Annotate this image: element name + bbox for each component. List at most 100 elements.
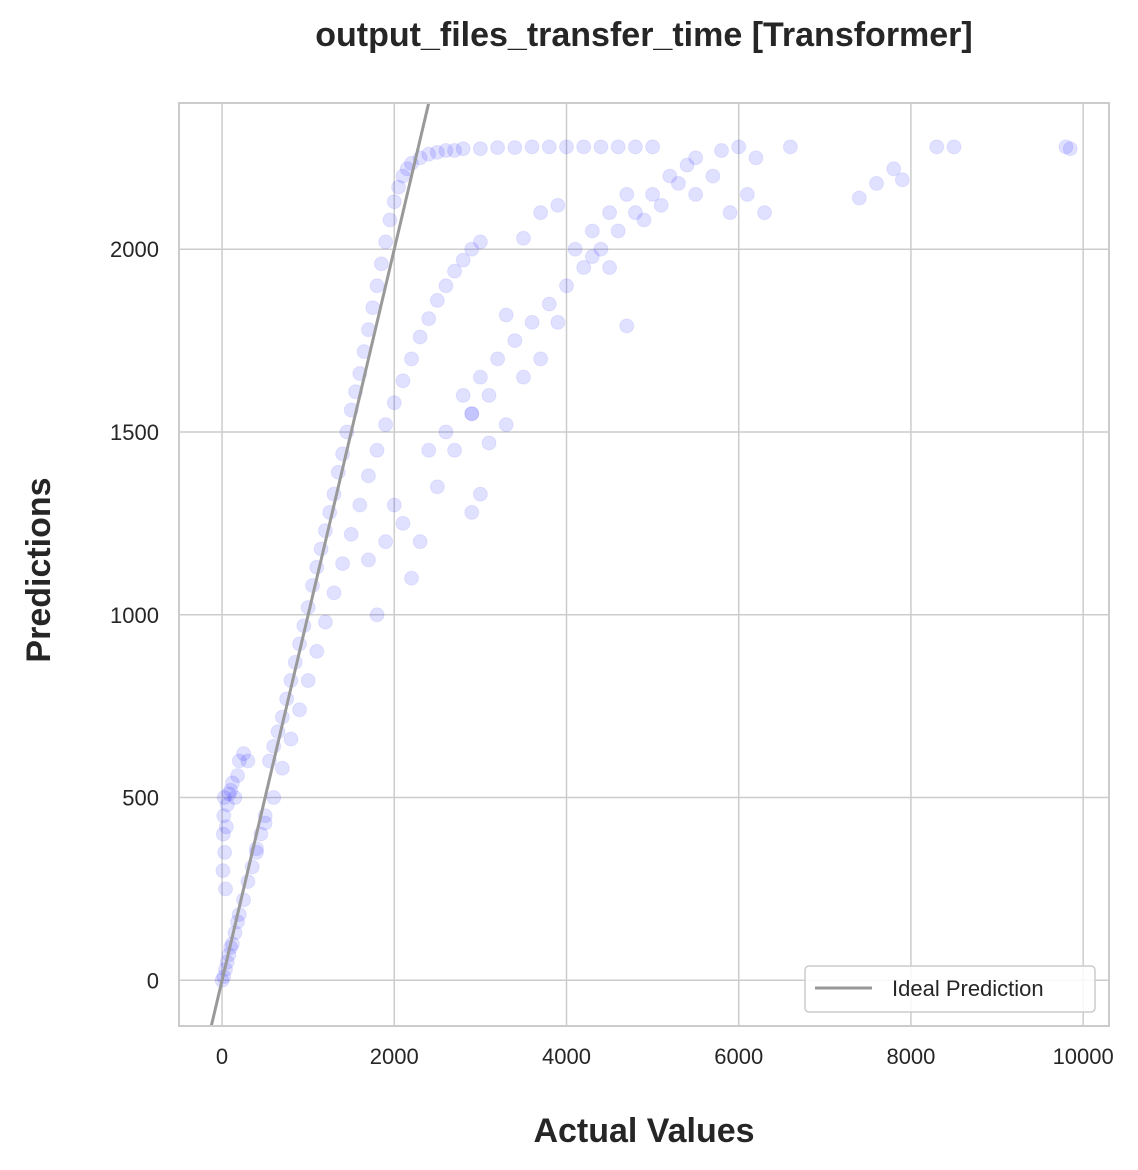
data-point <box>739 186 755 202</box>
data-point <box>627 139 643 155</box>
data-point <box>421 442 437 458</box>
data-point <box>231 753 247 769</box>
data-point <box>429 292 445 308</box>
data-point <box>429 479 445 495</box>
data-point <box>292 702 308 718</box>
data-point <box>373 256 389 272</box>
data-point <box>395 515 411 531</box>
data-point <box>869 175 884 191</box>
data-point <box>472 234 488 250</box>
data-point <box>515 369 531 385</box>
data-point <box>757 205 773 221</box>
ideal-prediction-line <box>209 102 431 1027</box>
data-point <box>472 369 488 385</box>
data-point <box>593 139 609 155</box>
data-point <box>343 526 359 542</box>
data-point <box>748 150 764 166</box>
data-point <box>619 318 635 334</box>
data-point <box>221 786 237 802</box>
data-point <box>447 263 463 279</box>
x-tick-label: 2000 <box>370 1044 419 1069</box>
legend: Ideal Prediction <box>804 965 1096 1013</box>
data-point <box>490 140 506 156</box>
data-point <box>218 819 234 835</box>
y-axis-label: Predictions <box>20 477 58 662</box>
data-point <box>886 161 902 177</box>
data-point <box>274 760 290 776</box>
data-point <box>224 775 240 791</box>
data-point <box>481 387 497 403</box>
x-tick-label: 6000 <box>714 1044 763 1069</box>
data-point <box>215 863 231 879</box>
data-point <box>216 790 232 806</box>
data-point <box>714 143 729 159</box>
x-tick-label: 0 <box>216 1044 228 1069</box>
ideal-line-group <box>209 102 431 1027</box>
data-point <box>602 205 618 221</box>
data-point <box>679 157 695 173</box>
data-point <box>421 311 437 327</box>
data-point <box>429 144 445 160</box>
data-point <box>421 146 437 162</box>
data-point <box>386 497 402 513</box>
data-point <box>507 140 523 156</box>
data-point <box>360 552 376 568</box>
data-point <box>369 607 385 623</box>
data-point <box>1062 141 1078 157</box>
data-point <box>438 278 454 294</box>
data-point <box>645 139 661 155</box>
data-point <box>610 139 626 155</box>
data-point <box>645 186 661 202</box>
plot-frame <box>178 102 1110 1027</box>
data-point <box>498 417 514 433</box>
data-point <box>404 570 419 586</box>
chart-title: output_files_transfer_time [Transformer] <box>315 16 973 54</box>
data-point <box>524 139 540 155</box>
data-point <box>533 351 549 367</box>
data-point <box>378 417 394 433</box>
data-point <box>464 406 480 422</box>
data-point <box>782 139 798 155</box>
data-point <box>217 844 233 860</box>
data-point <box>705 168 721 184</box>
data-point <box>352 497 368 513</box>
data-point <box>670 175 686 191</box>
data-point <box>438 424 454 440</box>
data-point <box>215 826 231 842</box>
data-point <box>627 205 643 221</box>
data-point <box>498 307 514 323</box>
grid <box>179 103 1109 1026</box>
data-point <box>541 296 557 312</box>
data-points <box>214 139 1078 988</box>
data-point <box>559 278 574 294</box>
data-point <box>894 172 910 188</box>
x-tick-label: 8000 <box>886 1044 935 1069</box>
data-point <box>412 534 428 550</box>
data-point <box>335 556 351 572</box>
data-point <box>550 197 566 213</box>
data-point <box>653 197 669 213</box>
data-point <box>283 731 299 747</box>
data-point <box>576 259 592 275</box>
x-tick-label: 10000 <box>1053 1044 1114 1069</box>
data-point <box>455 252 471 268</box>
data-point <box>464 504 480 520</box>
x-tick-label: 4000 <box>542 1044 591 1069</box>
data-point <box>317 614 333 630</box>
data-point <box>567 241 583 257</box>
data-point <box>369 442 385 458</box>
data-point <box>593 241 609 257</box>
data-point <box>636 212 652 228</box>
data-point <box>236 746 252 762</box>
legend-label-ideal: Ideal Prediction <box>892 976 1044 1001</box>
data-point <box>240 753 256 769</box>
data-point <box>438 143 454 159</box>
data-point <box>369 278 385 294</box>
y-tick-label: 1500 <box>110 420 159 445</box>
y-tick-label: 1000 <box>110 603 159 628</box>
data-point <box>378 534 394 550</box>
data-point <box>447 442 463 458</box>
data-point <box>464 406 480 422</box>
data-point <box>464 241 480 257</box>
